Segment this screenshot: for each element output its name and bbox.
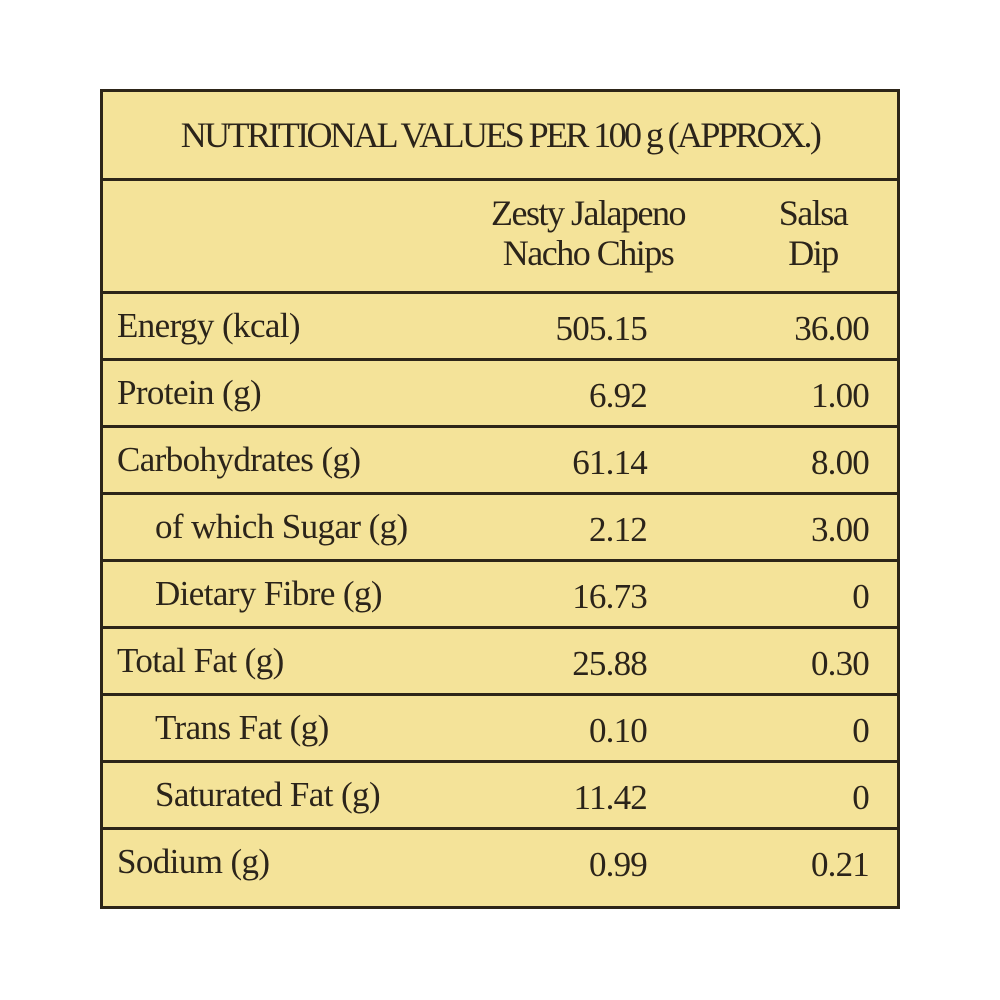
chips-value: 2.12 bbox=[588, 510, 648, 549]
chips-value: 6.92 bbox=[588, 376, 648, 415]
divider bbox=[103, 425, 897, 428]
divider bbox=[103, 760, 897, 763]
column-header-salsa-line2: Dip bbox=[788, 233, 839, 273]
table-row-protein: Protein (g) 6.92 1.00 bbox=[103, 361, 897, 425]
divider bbox=[103, 559, 897, 562]
table-row-total-fat: Total Fat (g) 25.88 0.30 bbox=[103, 629, 897, 693]
column-header-row: Zesty Jalapeno Nacho Chips Salsa Dip bbox=[103, 181, 897, 291]
salsa-value: 0 bbox=[852, 711, 869, 750]
chips-value: 25.88 bbox=[572, 644, 648, 683]
row-label: Dietary Fibre (g) bbox=[155, 574, 383, 613]
salsa-value: 3.00 bbox=[810, 510, 870, 549]
chips-value: 0.10 bbox=[588, 711, 648, 750]
salsa-value: 0.21 bbox=[810, 845, 870, 884]
table-row-energy: Energy (kcal) 505.15 36.00 bbox=[103, 294, 897, 358]
table-row-sodium: Sodium (g) 0.99 0.21 bbox=[103, 830, 897, 894]
column-header-chips-line2: Nacho Chips bbox=[502, 233, 675, 273]
divider bbox=[103, 492, 897, 495]
table-row-saturated-fat: Saturated Fat (g) 11.42 0 bbox=[103, 763, 897, 827]
table-row-fibre: Dietary Fibre (g) 16.73 0 bbox=[103, 562, 897, 626]
salsa-value: 0 bbox=[852, 778, 869, 817]
row-label: Sodium (g) bbox=[117, 842, 270, 881]
salsa-value: 0.30 bbox=[810, 644, 870, 683]
nutrition-table: NUTRITIONAL VALUES PER 100 g (APPROX.) Z… bbox=[100, 89, 900, 909]
divider bbox=[103, 358, 897, 361]
chips-value: 11.42 bbox=[573, 778, 648, 817]
table-title: NUTRITIONAL VALUES PER 100 g (APPROX.) bbox=[180, 115, 822, 155]
row-label: Carbohydrates (g) bbox=[117, 440, 361, 479]
column-header-chips-line1: Zesty Jalapeno bbox=[491, 193, 686, 233]
table-row-sugar: of which Sugar (g) 2.12 3.00 bbox=[103, 495, 897, 559]
column-header-salsa: Salsa Dip bbox=[743, 193, 883, 273]
row-label: of which Sugar (g) bbox=[155, 507, 408, 546]
table-row-trans-fat: Trans Fat (g) 0.10 0 bbox=[103, 696, 897, 760]
column-header-chips: Zesty Jalapeno Nacho Chips bbox=[453, 193, 723, 273]
column-header-salsa-line1: Salsa bbox=[778, 193, 849, 233]
row-label: Total Fat (g) bbox=[117, 641, 284, 680]
row-label: Saturated Fat (g) bbox=[155, 775, 381, 814]
salsa-value: 0 bbox=[852, 577, 869, 616]
chips-value: 61.14 bbox=[572, 443, 648, 482]
salsa-value: 8.00 bbox=[810, 443, 870, 482]
divider bbox=[103, 626, 897, 629]
divider bbox=[103, 827, 897, 830]
table-row-carbohydrates: Carbohydrates (g) 61.14 8.00 bbox=[103, 428, 897, 492]
row-label: Energy (kcal) bbox=[117, 306, 301, 345]
chips-value: 0.99 bbox=[588, 845, 648, 884]
row-label: Trans Fat (g) bbox=[155, 708, 329, 747]
salsa-value: 1.00 bbox=[810, 376, 870, 415]
divider bbox=[103, 693, 897, 696]
salsa-value: 36.00 bbox=[794, 309, 870, 348]
row-label: Protein (g) bbox=[117, 373, 262, 412]
divider bbox=[103, 291, 897, 294]
chips-value: 16.73 bbox=[572, 577, 648, 616]
chips-value: 505.15 bbox=[555, 309, 648, 348]
divider bbox=[103, 178, 897, 181]
